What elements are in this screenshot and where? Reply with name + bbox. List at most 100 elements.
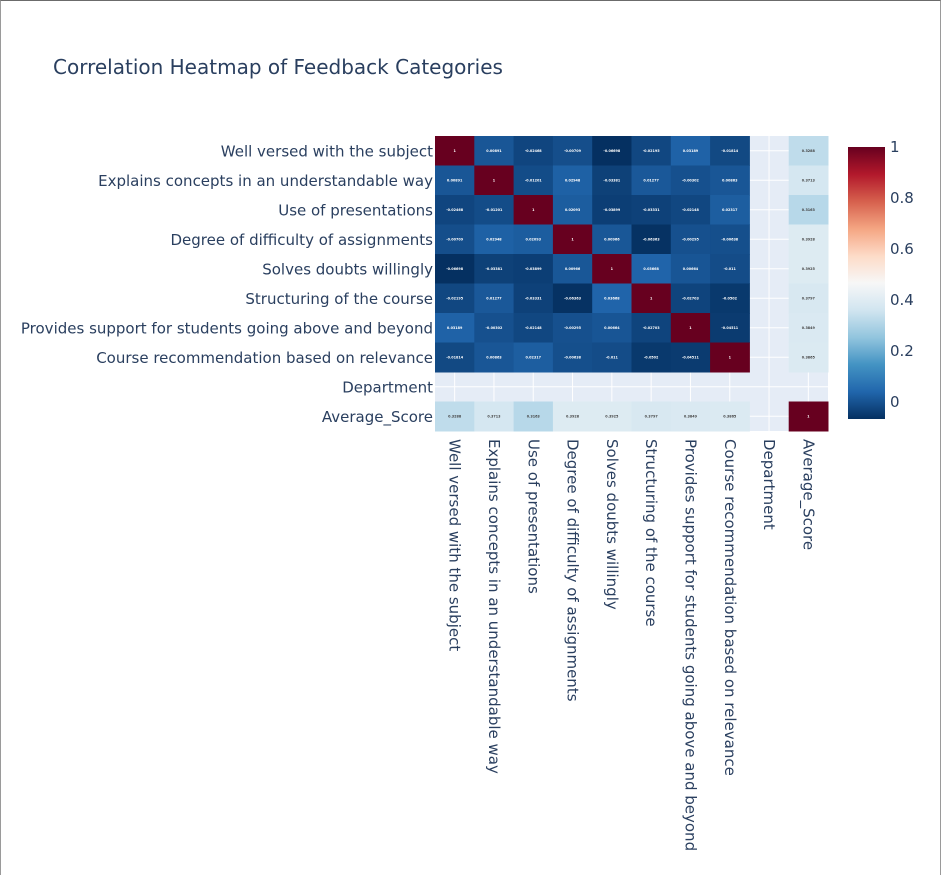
heatmap-cell xyxy=(474,195,515,225)
heatmap-cell xyxy=(552,165,593,196)
cell-value-label: 0.01277 xyxy=(486,296,502,300)
heatmap-cell xyxy=(670,283,711,314)
heatmap-cell xyxy=(513,401,554,432)
y-tick-well-versed-with-the-subject: Well versed with the subject xyxy=(221,142,433,160)
cell-value-label: 0.3713 xyxy=(487,414,501,418)
heatmap-cell xyxy=(631,165,672,196)
cell-value-label: -0.00709 xyxy=(446,237,463,241)
x-tick-solves-doubts-willingly: Solves doubts willingly xyxy=(603,439,621,610)
heatmap-cell xyxy=(592,254,632,284)
heatmap-cell xyxy=(474,254,515,284)
heatmap-cell xyxy=(592,195,632,225)
cell-value-label: -0.00295 xyxy=(564,326,581,330)
heatmap-cell xyxy=(552,224,593,255)
cell-value-label: -0.03381 xyxy=(486,267,503,271)
heatmap-cell xyxy=(435,254,475,284)
y-tick-explains-concepts-in-an-understandable-way: Explains concepts in an understandable w… xyxy=(98,172,433,190)
cell-value-label: 0.3928 xyxy=(802,237,816,241)
heatmap-cell xyxy=(710,254,750,284)
cell-value-label: 1 xyxy=(571,237,574,241)
heatmap-cell xyxy=(552,195,593,225)
cell-value-label: 0.03189 xyxy=(683,149,699,153)
cell-value-label: -0.01201 xyxy=(525,178,542,182)
heatmap-cell xyxy=(631,313,672,343)
heatmap-cell xyxy=(513,165,554,196)
cell-value-label: -0.03899 xyxy=(525,267,542,271)
heatmap-cell xyxy=(670,195,711,225)
cell-value-label: 0.03189 xyxy=(447,326,463,330)
cell-value-label: 0.3288 xyxy=(448,414,462,418)
cell-value-label: -0.02703 xyxy=(643,326,660,330)
x-tick-degree-of-difficulty-of-assignments: Degree of difficulty of assignments xyxy=(564,439,582,702)
heatmap-cell xyxy=(592,283,632,314)
heatmap-cell xyxy=(513,283,554,314)
heatmap-cell xyxy=(710,224,750,255)
x-tick-average-score: Average_Score xyxy=(798,439,817,550)
cell-value-label: -0.02195 xyxy=(643,149,660,153)
heatmap-cell xyxy=(788,224,829,255)
x-tick-department: Department xyxy=(760,439,778,530)
heatmap-cells xyxy=(435,136,829,432)
heatmap-cell xyxy=(631,254,672,284)
cell-value-label: -0.02703 xyxy=(682,296,699,300)
heatmap-cell xyxy=(474,342,515,373)
heatmap-cell xyxy=(435,342,475,373)
heatmap-cell xyxy=(670,313,711,343)
heatmap-cell xyxy=(435,165,475,196)
cell-value-label: 0.02317 xyxy=(526,355,542,359)
heatmap-cell xyxy=(592,136,632,166)
cell-value-label: -0.02468 xyxy=(525,149,542,153)
heatmap-cell xyxy=(631,401,672,432)
heatmap-cell xyxy=(474,283,515,314)
cell-value-label: 0.00863 xyxy=(722,178,738,182)
cell-value-label: 1 xyxy=(689,326,692,330)
cell-value-label: 0.03668 xyxy=(643,267,659,271)
heatmap-cell xyxy=(788,195,829,225)
cell-value-label: 0.3849 xyxy=(802,326,816,330)
heatmap-cell xyxy=(435,401,475,432)
y-tick-provides-support-for-students-going-above-and-beyond: Provides support for students going abov… xyxy=(21,319,433,337)
heatmap-cell xyxy=(474,401,515,432)
heatmap-cell xyxy=(710,342,750,373)
y-tick-average-score: Average_Score xyxy=(322,408,433,427)
heatmap-cell xyxy=(513,224,554,255)
cell-value-label: -0.06698 xyxy=(603,149,620,153)
cell-value-label: 0.01277 xyxy=(643,178,659,182)
cell-value-label: 0.02317 xyxy=(722,208,738,212)
cell-value-label: -0.02468 xyxy=(446,208,463,212)
colorbar: 0 0.2 0.4 0.6 0.8 1 xyxy=(848,138,914,419)
heatmap-cell xyxy=(788,165,829,196)
cell-value-label: -0.03331 xyxy=(643,208,660,212)
heatmap-cell xyxy=(788,136,829,166)
cell-value-label: -0.0502 xyxy=(723,296,738,300)
cell-value-label: 1 xyxy=(650,296,653,300)
cell-value-label: -0.06363 xyxy=(643,237,660,241)
cell-value-label: -0.00709 xyxy=(564,149,581,153)
heatmap-cell xyxy=(592,313,632,343)
heatmap-cell xyxy=(631,283,672,314)
cell-value-label: -0.06698 xyxy=(446,267,463,271)
heatmap-cell xyxy=(631,224,672,255)
x-axis-tick-labels: Well versed with the subject Explains con… xyxy=(446,439,818,851)
cell-value-label: -0.03381 xyxy=(603,178,620,182)
heatmap-cell-labels: 1 0.00891 -0.02468 -0.00709 -0.06698 -0.02195… xyxy=(446,149,815,419)
colorbar-tick-label: 0.6 xyxy=(890,240,914,258)
y-tick-course-recommendation-based-on-relevance: Course recommendation based on relevance xyxy=(96,349,433,367)
x-tick-course-recommendation-based-on-relevance: Course recommendation based on relevance xyxy=(721,439,739,776)
heatmap-cell xyxy=(552,342,593,373)
cell-value-label: -0.02148 xyxy=(682,208,699,212)
x-tick-provides-support-for-students-going-above-and-beyond: Provides support for students going abov… xyxy=(681,439,699,851)
colorbar-tick-label: 0.2 xyxy=(890,342,914,360)
heatmap-cell xyxy=(435,313,475,343)
heatmap-cell xyxy=(710,283,750,314)
cell-value-label: -0.00638 xyxy=(564,355,581,359)
heatmap-cell xyxy=(474,224,515,255)
heatmap-cell xyxy=(631,136,672,166)
cell-value-label: 0.02093 xyxy=(565,208,581,212)
cell-value-label: -0.03899 xyxy=(603,208,620,212)
heatmap-cell xyxy=(435,224,475,255)
heatmap-cell xyxy=(435,136,475,166)
cell-value-label: 0.00966 xyxy=(604,237,620,241)
cell-value-label: -0.01201 xyxy=(486,208,503,212)
